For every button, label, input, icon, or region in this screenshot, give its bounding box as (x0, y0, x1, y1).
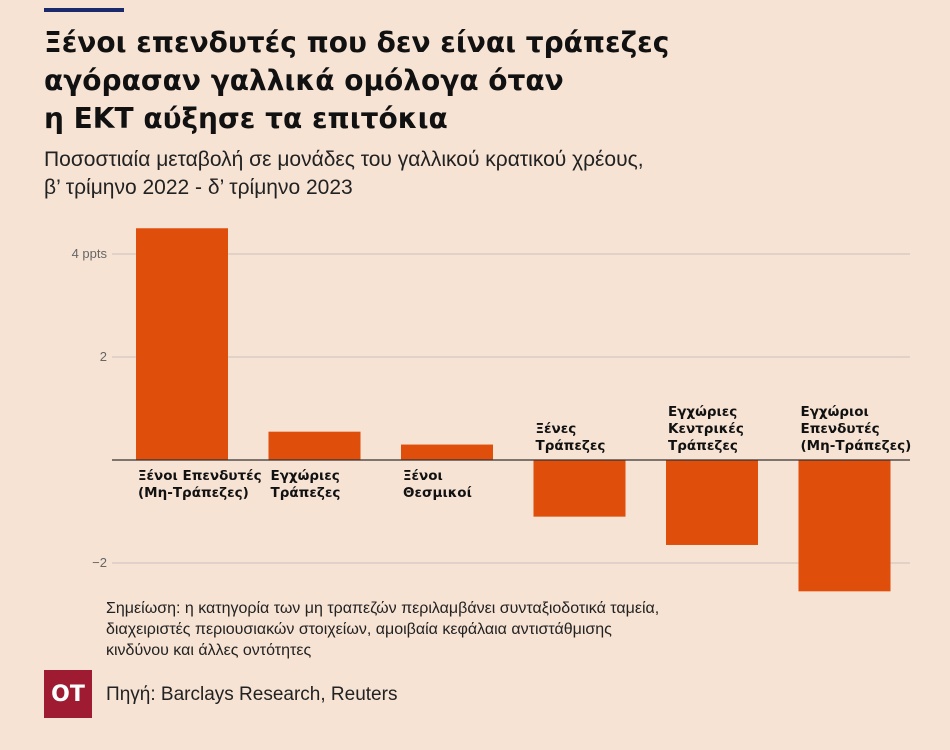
category-label-4-2: Τράπεζες (668, 438, 738, 454)
bar-1 (268, 431, 361, 460)
y-tick-label-0: 4 ppts (72, 246, 108, 261)
category-label-0-0: Ξένοι Επενδυτές (138, 468, 262, 484)
bar-4 (666, 460, 758, 545)
category-label-1-1: Τράπεζες (271, 485, 341, 501)
category-label-3-1: Τράπεζες (536, 438, 606, 454)
bar-0 (136, 228, 228, 460)
category-label-4-1: Κεντρικές (668, 421, 744, 437)
chart-title-line-2: αγόρασαν γαλλικά ομόλογα όταν (44, 64, 564, 97)
chart-source: Πηγή: Barclays Research, Reuters (106, 684, 398, 705)
category-label-1-0: Εγχώριες (271, 468, 340, 484)
category-label-4-0: Εγχώριες (668, 404, 737, 420)
y-tick-label-1: 2 (100, 349, 107, 364)
y-tick-label-2: −2 (92, 555, 107, 570)
bar-5 (798, 460, 891, 592)
publisher-logo: OT (44, 670, 92, 718)
chart-title-line-3: η ΕΚΤ αύξησε τα επιτόκια (44, 102, 448, 135)
chart-subtitle: Ποσοστιαία μεταβολή σε μονάδες του γαλλι… (44, 146, 864, 202)
category-label-0-1: (Μη-Τράπεζες) (138, 485, 249, 501)
chart-note: Σημείωση: η κατηγορία των μη τραπεζών πε… (106, 598, 826, 661)
chart-title-line-1: Ξένοι επενδυτές που δεν είναι τράπεζες (44, 26, 670, 59)
category-label-5-1: Επενδυτές (801, 421, 880, 437)
category-label-3-0: Ξένες (536, 421, 577, 437)
chart-note-line-2: διαχειριστές περιουσιακών στοιχείων, αμο… (106, 621, 612, 638)
category-label-2-1: Θεσμικοί (403, 485, 472, 501)
top-accent-rule (44, 8, 124, 12)
chart-subtitle-line-1: Ποσοστιαία μεταβολή σε μονάδες του γαλλι… (44, 148, 644, 171)
chart-subtitle-line-2: β’ τρίμηνο 2022 - δ’ τρίμηνο 2023 (44, 176, 353, 199)
category-label-2-0: Ξένοι (403, 468, 443, 484)
chart-title: Ξένοι επενδυτές που δεν είναι τράπεζες α… (44, 24, 804, 138)
bar-3 (533, 460, 626, 517)
chart-note-line-1: Σημείωση: η κατηγορία των μη τραπεζών πε… (106, 600, 660, 617)
category-label-5-0: Εγχώριοι (801, 404, 869, 420)
bar-2 (401, 444, 493, 460)
category-label-5-2: (Μη-Τράπεζες) (801, 438, 912, 454)
chart-note-line-3: κινδύνου και άλλες οντότητες (106, 642, 312, 659)
